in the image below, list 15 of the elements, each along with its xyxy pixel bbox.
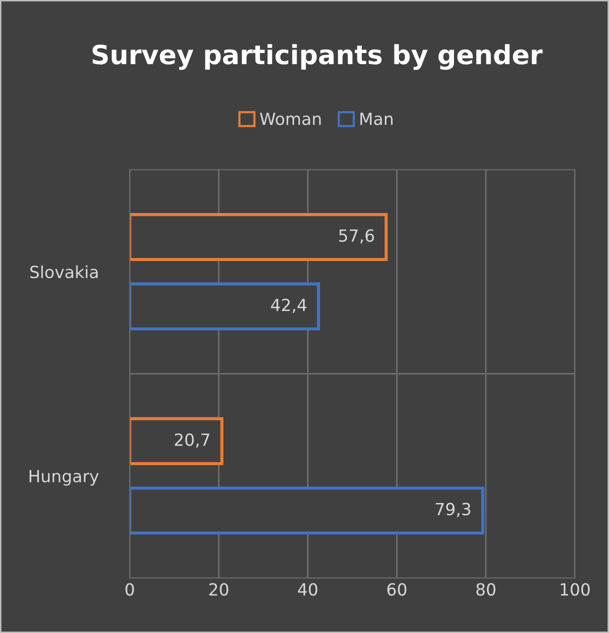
data-label: 57,6 bbox=[339, 229, 374, 244]
y-tick-label: Hungary bbox=[30, 470, 99, 486]
data-label: 42,4 bbox=[271, 298, 306, 313]
x-tick-label: 80 bbox=[476, 583, 496, 596]
x-tick-label: 60 bbox=[387, 583, 406, 596]
data-label: 20,7 bbox=[174, 433, 210, 448]
legend-label: Man bbox=[360, 112, 393, 126]
legend-label: Woman bbox=[260, 112, 321, 126]
x-tick-label: 20 bbox=[209, 583, 228, 596]
x-tick-label: 40 bbox=[298, 583, 318, 596]
x-tick-label: 100 bbox=[560, 583, 590, 596]
x-tick-label: 0 bbox=[126, 583, 134, 596]
y-tick-label: Slovakia bbox=[30, 265, 98, 278]
data-label: 79,3 bbox=[436, 502, 470, 518]
chart-title: Survey participants by gender bbox=[92, 44, 543, 70]
